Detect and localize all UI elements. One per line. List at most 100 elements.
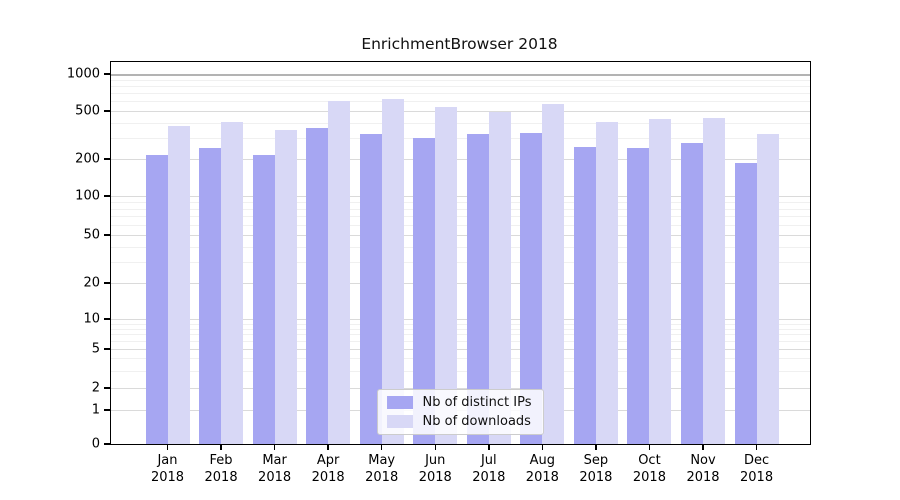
x-tick-aug — [541, 444, 544, 450]
y-tick-label-100: 100 — [75, 188, 100, 204]
y-tick-50 — [104, 234, 111, 236]
y-tick-label-500: 500 — [75, 103, 100, 119]
legend-label-downloads: Nb of downloads — [422, 414, 531, 429]
y-tick-label-10: 10 — [83, 311, 100, 327]
bar-distinct-ips-may — [359, 134, 382, 444]
gridline-minor-7 — [111, 334, 810, 336]
bar-distinct-ips-sep — [573, 147, 596, 444]
y-tick-1 — [104, 409, 111, 411]
bar-distinct-ips-feb — [199, 148, 222, 444]
y-tick-label-20: 20 — [83, 275, 100, 291]
gridline-minor-80 — [111, 208, 810, 210]
gridline-minor-300 — [111, 137, 810, 139]
y-tick-20 — [104, 282, 111, 284]
gridline-major-200 — [111, 159, 810, 160]
x-tick-label-jul: Jul 2018 — [472, 453, 506, 485]
bar-distinct-ips-apr — [306, 127, 329, 444]
legend: Nb of distinct IPs Nb of downloads — [376, 389, 545, 435]
x-tick-label-sep: Sep 2018 — [579, 453, 613, 485]
bar-downloads-feb — [221, 122, 244, 444]
x-tick-label-dec: Dec 2018 — [740, 453, 774, 485]
gridline-major-2 — [111, 388, 810, 389]
x-tick-dec — [755, 444, 758, 450]
bar-downloads-apr — [328, 101, 351, 444]
x-tick-oct — [648, 444, 651, 450]
x-tick-label-may: May 2018 — [365, 453, 399, 485]
x-tick-label-feb: Feb 2018 — [204, 453, 238, 485]
gridline-minor-70 — [111, 216, 810, 218]
bar-distinct-ips-aug — [520, 132, 543, 444]
x-tick-feb — [220, 444, 222, 450]
gridline-minor-60 — [111, 224, 810, 226]
chart-title: EnrichmentBrowser 2018 — [361, 35, 558, 53]
gridline-minor-40 — [111, 246, 810, 248]
bar-downloads-oct — [649, 118, 672, 444]
bar-downloads-mar — [274, 129, 297, 444]
gridline-minor-6 — [111, 341, 810, 343]
bar-distinct-ips-jun — [413, 137, 436, 444]
bar-distinct-ips-mar — [252, 155, 275, 444]
legend-item-distinct-ips: Nb of distinct IPs — [386, 395, 532, 410]
gridline-minor-90 — [111, 201, 810, 203]
bar-distinct-ips-oct — [627, 148, 650, 444]
bar-downloads-sep — [595, 122, 618, 444]
y-tick-100 — [104, 195, 111, 197]
gridline-major-5 — [111, 349, 810, 350]
y-tick-10 — [104, 318, 111, 320]
y-tick-5 — [104, 348, 111, 350]
x-tick-jul — [488, 444, 490, 450]
x-tick-mar — [273, 444, 276, 450]
x-tick-label-jan: Jan 2018 — [150, 453, 185, 485]
gridline-minor-30 — [111, 261, 810, 263]
legend-swatch-downloads — [386, 415, 413, 428]
y-tick-label-5: 5 — [91, 341, 100, 357]
x-tick-label-mar: Mar 2018 — [258, 453, 292, 485]
y-tick-label-50: 50 — [83, 227, 100, 243]
bar-downloads-dec — [756, 133, 779, 444]
y-tick-0 — [104, 443, 111, 445]
legend-label-distinct-ips: Nb of distinct IPs — [422, 395, 532, 410]
bar-downloads-nov — [703, 118, 725, 444]
bar-distinct-ips-jul — [466, 134, 489, 444]
x-tick-jan — [166, 444, 169, 450]
x-tick-apr — [327, 444, 329, 450]
y-tick-500 — [104, 110, 111, 112]
x-tick-label-nov: Nov 2018 — [686, 453, 720, 485]
bar-distinct-ips-nov — [681, 143, 703, 444]
legend-swatch-distinct-ips — [386, 396, 413, 409]
y-tick-2 — [104, 387, 111, 389]
gridline-minor-600 — [111, 101, 810, 103]
bar-downloads-aug — [542, 104, 565, 444]
gridline-minor-3 — [111, 370, 810, 372]
gridline-minor-400 — [111, 122, 810, 124]
y-tick-label-1: 1 — [91, 402, 100, 418]
bar-downloads-may — [381, 98, 404, 444]
gridline-major-100 — [111, 196, 810, 197]
gridline-minor-9 — [111, 323, 810, 325]
gridline-minor-700 — [111, 93, 810, 95]
x-tick-label-jun: Jun 2018 — [418, 453, 452, 485]
x-tick-nov — [702, 444, 704, 450]
gridline-major-50 — [111, 235, 810, 236]
y-tick-label-2: 2 — [91, 380, 100, 396]
bar-downloads-jan — [167, 126, 190, 444]
x-tick-label-oct: Oct 2018 — [632, 453, 666, 485]
y-tick-label-200: 200 — [75, 151, 100, 167]
gridline-major-20 — [111, 283, 810, 284]
y-tick-label-1000: 1000 — [66, 66, 100, 82]
y-tick-1000 — [104, 73, 111, 75]
gridline-minor-4 — [111, 358, 810, 360]
plot-area: Nb of distinct IPs Nb of downloads 0 1 2 5 1… — [67, 61, 811, 485]
gridline-major-10 — [111, 319, 810, 320]
x-tick-jun — [434, 444, 436, 450]
bar-distinct-ips-dec — [734, 163, 757, 444]
x-tick-may — [380, 444, 383, 450]
x-tick-label-aug: Aug 2018 — [525, 453, 559, 485]
gridline-major-500 — [111, 111, 810, 112]
bar-downloads-jun — [435, 106, 458, 444]
y-tick-label-0: 0 — [91, 436, 100, 452]
gridline-minor-800 — [111, 85, 810, 87]
legend-item-downloads: Nb of downloads — [386, 414, 532, 429]
bar-downloads-jul — [488, 112, 511, 444]
